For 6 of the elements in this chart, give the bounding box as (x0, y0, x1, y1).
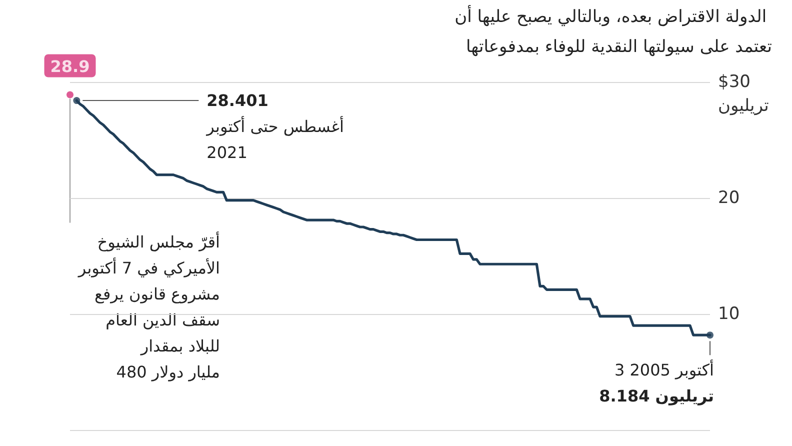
y-tick-label: 10 (718, 304, 740, 324)
annotation: 3 أكتوبر 2005 8.184 تريليون (599, 360, 714, 406)
y-tick-label: 20 (718, 188, 740, 208)
data-label: 28.9 (50, 56, 90, 76)
chart-title: الدولة الاقتراض بعده، وبالتالي يصبح عليها أن تعتمد على سيولتها النقدية للوفاء بمدفوعاتها (454, 5, 772, 57)
annotation: أقرّ مجلس الشيوخ الأميركي في 7 أكتوبر مشروع قانون يرفع سقف الدين العام للبلاد بمقدار 480 مليار دولار (77, 231, 220, 382)
